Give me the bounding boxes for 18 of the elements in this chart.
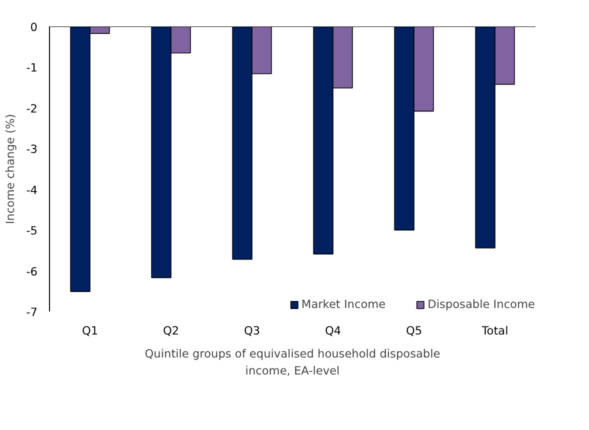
x-tick-label: Q1	[82, 324, 98, 338]
x-tick-label: Total	[480, 324, 508, 338]
x-tick-label: Q4	[324, 324, 342, 338]
x-tick-label: Q2	[162, 324, 180, 338]
legend-label: Market Income	[301, 297, 386, 311]
y-tick-label: -1	[26, 60, 38, 75]
y-tick-label: -7	[26, 305, 38, 319]
y-tick-label: 0	[30, 20, 38, 34]
y-tick-label: -2	[26, 101, 38, 116]
y-tick-label: -4	[26, 182, 38, 197]
y-tick-label: -5	[26, 224, 38, 238]
y-tick-label: -3	[26, 142, 38, 156]
x-tick-label: Q5	[406, 324, 422, 338]
x-axis-title: Quintile groups of equivalised household disposable income, EA-level	[144, 346, 440, 378]
y-tick-label: -6	[26, 264, 38, 278]
x-tick-label: Q3	[244, 324, 260, 338]
legend-label: Disposable Income	[428, 297, 535, 311]
y-axis-title: Income change (%)	[3, 114, 18, 224]
